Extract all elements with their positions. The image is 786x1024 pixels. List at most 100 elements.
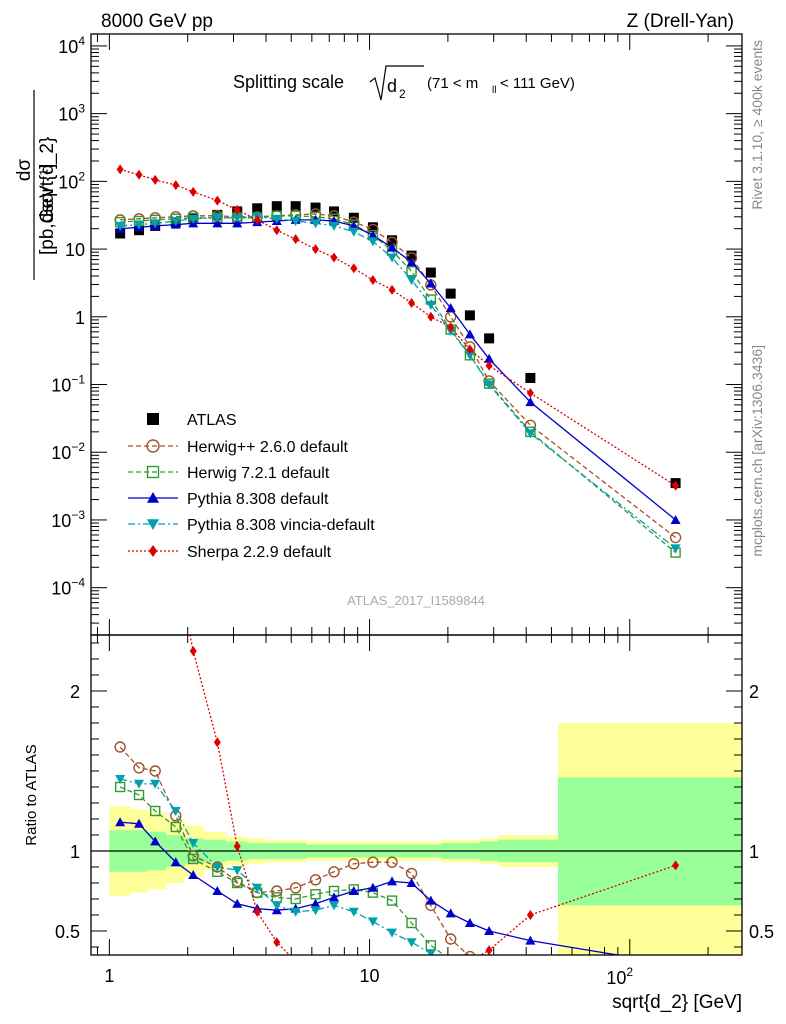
mcplots-label: mcplots.cern.ch [arXiv:1306.3436] [749, 345, 765, 557]
ratio-point-herwig-7-2-1-default [465, 967, 474, 976]
series-line-herwig-2-6-0-default [120, 213, 676, 539]
point-pythia-8-308-vincia-default [188, 214, 199, 224]
y-tick-label: 103 [58, 102, 85, 125]
ratio-point-sherpa-2-2-9-default [189, 646, 197, 656]
ratio-y-tick-label: 2 [70, 682, 80, 702]
point-pythia-8-308-vincia-default [484, 380, 495, 390]
ratio-point-pythia-8-308-default [170, 857, 181, 867]
x-tick-label: 1 [104, 966, 114, 986]
analysis-id: ATLAS_2017_I1589844 [347, 593, 485, 608]
point-sherpa-2-2-9-default [213, 195, 221, 206]
point-pythia-8-308-default [670, 514, 681, 524]
ratio-point-herwig-2-6-0-default [405, 867, 418, 880]
plot-title: Splitting scale d 2 (71 < m ll < 111 GeV… [233, 65, 575, 101]
point-pythia-8-308-default [348, 220, 359, 230]
point-sherpa-2-2-9-default [233, 204, 241, 215]
point-pythia-8-308-default [406, 257, 417, 267]
point-atlas [310, 202, 321, 213]
point-atlas [484, 333, 495, 344]
y-tick-label: 10−3 [51, 508, 85, 531]
point-sherpa-2-2-9-default [151, 174, 159, 185]
series-line-sherpa-2-2-9-default [119, 168, 676, 487]
point-sherpa-2-2-9-default [172, 180, 180, 191]
ratio-point-herwig-2-6-0-default [114, 741, 126, 753]
ratio-point-pythia-8-308-default [134, 818, 145, 828]
ratio-y-tick-label-right: 2 [749, 682, 759, 702]
ratio-point-pythia-8-308-default [310, 898, 321, 908]
point-sherpa-2-2-9-default [672, 480, 680, 491]
point-pythia-8-308-vincia-default [290, 216, 301, 226]
ratio-point-pythia-8-308-vincia-default [310, 906, 321, 916]
ratio-point-sherpa-2-2-9-default [466, 956, 473, 966]
point-pythia-8-308-vincia-default [367, 237, 378, 247]
ratio-point-sherpa-2-2-9-default [672, 860, 680, 871]
point-pythia-8-308-vincia-default [232, 213, 243, 223]
ratio-y-tick-label: 1 [70, 842, 80, 862]
ratio-point-pythia-8-308-vincia-default [150, 779, 161, 789]
y-tick-label: 10 [65, 240, 85, 260]
ylabel-ratio: Ratio to ATLAS [23, 744, 40, 845]
point-sherpa-2-2-9-default [189, 186, 197, 197]
ratio-point-pythia-8-308-vincia-default [252, 883, 263, 893]
ratio-line-pythia-8-308-default [120, 821, 622, 955]
point-sherpa-2-2-9-default [447, 322, 455, 333]
ratio-point-herwig-2-6-0-default [671, 980, 681, 990]
point-pythia-8-308-vincia-default [464, 351, 475, 361]
ratio-point-herwig-2-6-0-default [133, 762, 145, 774]
ratio-point-sherpa-2-2-9-default [172, 558, 179, 568]
stat-uncertainty-band [109, 777, 742, 906]
point-pythia-8-308-vincia-default [387, 253, 398, 263]
point-atlas [406, 250, 417, 261]
point-atlas [367, 222, 378, 233]
ratio-point-pythia-8-308-default [525, 935, 536, 945]
point-sherpa-2-2-9-default [466, 344, 474, 355]
ratio-point-pythia-8-308-default [328, 892, 339, 902]
point-pythia-8-308-vincia-default [212, 213, 223, 223]
ratio-point-pythia-8-308-vincia-default [387, 928, 398, 938]
point-sherpa-2-2-9-default [485, 360, 493, 371]
uncertainty-bands [91, 723, 742, 955]
ratio-point-pythia-8-308-default [387, 876, 398, 886]
ratio-point-sherpa-2-2-9-default [213, 737, 221, 748]
ratio-point-sherpa-2-2-9-default [350, 977, 357, 987]
point-pythia-8-308-vincia-default [115, 221, 126, 231]
ratio-point-herwig-7-2-1-default [232, 877, 243, 889]
point-pythia-8-308-default [367, 230, 378, 240]
point-pythia-8-308-default [212, 218, 223, 228]
point-pythia-8-308-default [232, 218, 243, 228]
ratio-panel-series [114, 558, 681, 990]
ratio-point-herwig-2-6-0-default [149, 765, 161, 777]
point-sherpa-2-2-9-default [273, 225, 281, 236]
point-pythia-8-308-vincia-default [134, 220, 145, 230]
legend-label: Pythia 8.308 vincia-default [187, 517, 375, 534]
ratio-point-sherpa-2-2-9-default [485, 945, 493, 955]
ratio-point-pythia-8-308-vincia-default [290, 907, 301, 917]
title-range-pre: (71 < m [427, 75, 478, 92]
title-range-post: < 111 GeV) [500, 75, 575, 92]
point-atlas [271, 201, 282, 212]
point-sherpa-2-2-9-default [369, 274, 377, 285]
legend-label: Pythia 8.308 default [187, 491, 329, 508]
process-label: Z (Drell-Yan) [627, 11, 734, 32]
ratio-point-pythia-8-308-vincia-default [232, 866, 243, 876]
ratio-point-herwig-7-2-1-default [133, 789, 145, 801]
point-sherpa-2-2-9-default [526, 387, 534, 398]
ratio-point-pythia-8-308-vincia-default [212, 863, 223, 872]
legend-marker [146, 439, 160, 453]
ratio-point-herwig-7-2-1-default [149, 805, 161, 817]
point-pythia-8-308-vincia-default [170, 216, 181, 226]
ratio-point-herwig-2-6-0-default [464, 950, 476, 955]
ratio-point-pythia-8-308-default [367, 882, 378, 892]
ratio-point-herwig-7-2-1-default [188, 853, 199, 865]
ratio-point-pythia-8-308-default [188, 870, 199, 879]
point-pythia-8-308-vincia-default [525, 429, 536, 439]
ratio-point-pythia-8-308-default [425, 895, 436, 905]
legend-label: Sherpa 2.2.9 default [187, 544, 332, 561]
y-tick-label: 104 [58, 34, 85, 57]
ratio-point-sherpa-2-2-9-default [408, 974, 415, 984]
ratio-point-pythia-8-308-default [150, 836, 161, 846]
point-sherpa-2-2-9-default [408, 297, 416, 308]
ratio-y-tick-label-right: 1 [749, 842, 759, 862]
series-line-pythia-8-308-default [120, 219, 677, 521]
